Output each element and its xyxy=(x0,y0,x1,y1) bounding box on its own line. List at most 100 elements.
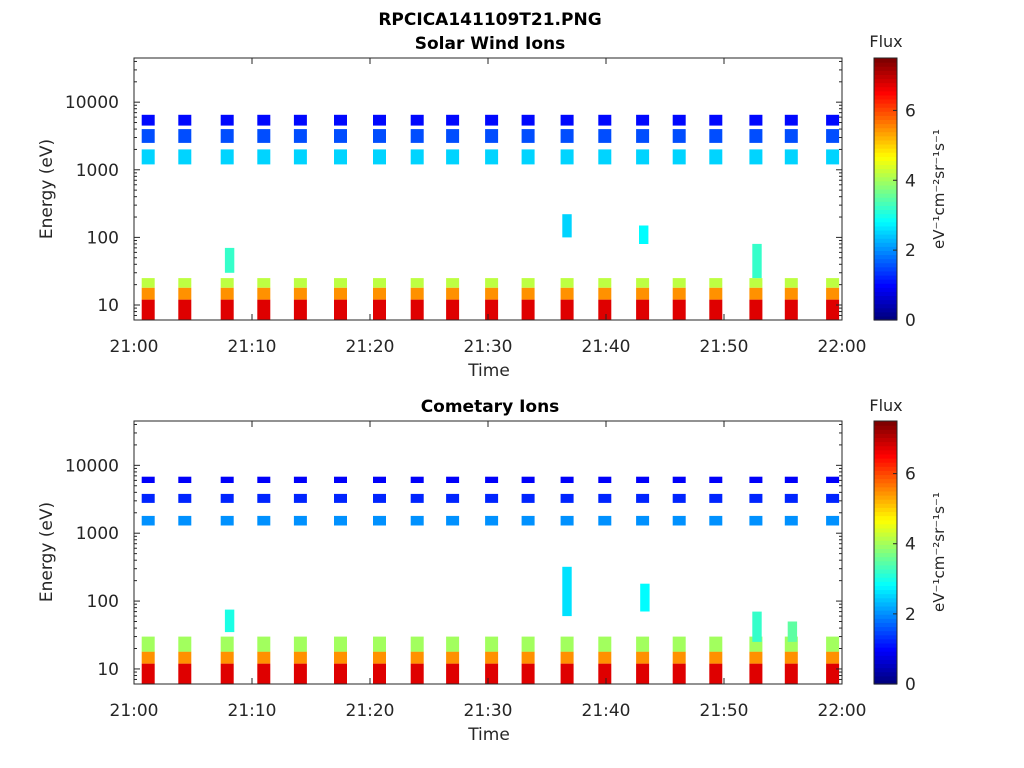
flux-cell xyxy=(672,476,686,483)
colorbar-step xyxy=(874,307,897,313)
colorbar-step xyxy=(874,622,897,628)
flux-cell xyxy=(826,476,840,483)
flux-cell xyxy=(293,651,307,664)
flux-cell xyxy=(257,299,271,320)
flux-cell xyxy=(598,663,612,684)
colorbar-step xyxy=(874,123,897,129)
y-ticks: 10 100 1000 10000 xyxy=(65,423,842,685)
flux-cell xyxy=(141,476,155,483)
colorbar-step xyxy=(874,66,897,71)
flux-cell xyxy=(446,129,460,143)
colorbar-step xyxy=(874,213,897,219)
flux-cell xyxy=(410,299,424,320)
colorbar-box xyxy=(873,420,898,685)
flux-cell xyxy=(598,476,612,483)
colorbar-step xyxy=(874,270,897,276)
colorbar-step xyxy=(874,462,897,467)
y-tick-label: 1000 xyxy=(76,524,119,544)
flux-cell xyxy=(826,129,840,143)
flux-cell xyxy=(410,493,424,503)
flux-cell xyxy=(446,493,460,503)
colorbar-step xyxy=(874,651,897,656)
flux-cell xyxy=(334,287,347,300)
colorbar-step xyxy=(874,201,897,206)
colorbar-step xyxy=(874,78,897,84)
flux-cell xyxy=(293,476,307,483)
flux-cell xyxy=(521,476,535,483)
flux-cell xyxy=(257,515,271,526)
panel-title: Solar Wind Ions xyxy=(415,34,566,54)
flux-cell xyxy=(636,651,650,664)
flux-cell xyxy=(636,149,650,165)
flux-cell xyxy=(220,278,234,288)
flux-cell xyxy=(293,493,307,503)
flux-cell xyxy=(334,129,347,143)
flux-cell xyxy=(560,515,574,526)
colorbar-step xyxy=(874,90,897,96)
flux-cell xyxy=(257,493,271,503)
flux-cell xyxy=(826,299,840,320)
flux-cell xyxy=(485,114,499,126)
colorbar-step xyxy=(874,597,897,603)
flux-cell xyxy=(373,493,386,503)
colorbar-step xyxy=(874,466,897,471)
flux-cell xyxy=(560,287,574,300)
flux-cell xyxy=(709,663,723,684)
flux-cell xyxy=(672,114,686,126)
flux-cell xyxy=(672,299,686,320)
flux-cell xyxy=(784,114,798,126)
flux-cell xyxy=(560,493,574,503)
colorbar-step xyxy=(874,295,897,301)
flux-cell xyxy=(220,299,234,320)
flux-cell xyxy=(373,299,386,320)
colorbar-step xyxy=(874,274,897,280)
flux-cell xyxy=(749,149,763,165)
flux-cell xyxy=(410,114,424,126)
colorbar-step xyxy=(874,98,897,104)
flux-cell xyxy=(521,129,535,143)
y-tick-label: 10 xyxy=(97,660,119,680)
colorbar-step xyxy=(874,86,897,92)
colorbar-tick-label: 6 xyxy=(905,465,916,485)
colorbar-step xyxy=(874,429,897,434)
flux-cell xyxy=(784,129,798,143)
colorbar-step xyxy=(874,564,897,570)
flux-cell xyxy=(293,299,307,320)
colorbar-step xyxy=(874,238,897,243)
flux-cell xyxy=(826,493,840,503)
flux-feature xyxy=(562,566,572,617)
x-tick-label: 22:00 xyxy=(818,701,867,721)
flux-cell xyxy=(784,663,798,684)
flux-cell xyxy=(373,149,386,165)
flux-cell xyxy=(373,278,386,288)
flux-cell xyxy=(709,636,723,652)
colorbar-step xyxy=(874,315,897,321)
colorbar-step xyxy=(874,311,897,317)
colorbar-step xyxy=(874,250,897,256)
flux-cell xyxy=(636,515,650,526)
flux-cell xyxy=(178,129,192,143)
colorbar-step xyxy=(874,127,897,133)
flux-cell xyxy=(373,663,386,684)
flux-cell xyxy=(560,129,574,143)
colorbar-step xyxy=(874,519,897,525)
flux-cell xyxy=(485,149,499,165)
flux-cell xyxy=(141,636,155,652)
colorbar-step xyxy=(874,258,897,264)
flux-feature xyxy=(224,609,235,633)
flux-cell xyxy=(521,299,535,320)
flux-cell xyxy=(749,663,763,684)
flux-cell xyxy=(598,149,612,165)
colorbar-step xyxy=(874,217,897,223)
flux-cell xyxy=(485,515,499,526)
flux-cell xyxy=(220,663,234,684)
flux-cell xyxy=(598,636,612,652)
x-axis-label: Time xyxy=(467,361,510,381)
colorbar-step xyxy=(874,287,897,292)
x-tick-label: 21:30 xyxy=(464,337,513,357)
flux-cell xyxy=(141,287,155,300)
flux-cell xyxy=(521,493,535,503)
colorbar-step xyxy=(874,655,897,660)
flux-cell xyxy=(446,149,460,165)
flux-cell xyxy=(220,476,234,483)
